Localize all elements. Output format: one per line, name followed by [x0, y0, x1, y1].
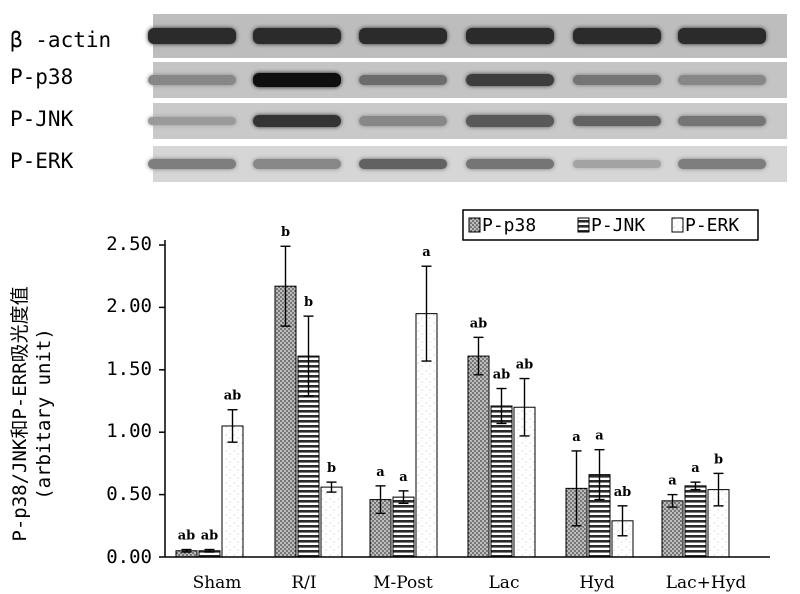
- bar-p-jnk: [490, 405, 513, 558]
- blot-band: [148, 27, 236, 45]
- significance-label: ab: [493, 368, 511, 383]
- x-category-label: Lac+Hyd: [666, 573, 747, 593]
- blot-band: [148, 116, 236, 126]
- blot-label-p-p38: P-p38: [10, 65, 74, 89]
- significance-label: a: [376, 465, 385, 480]
- blot-strip-p-jnk: [148, 103, 787, 139]
- significance-label: ab: [516, 358, 534, 373]
- significance-label: a: [595, 429, 604, 444]
- y-tick-label: 2.50: [106, 233, 152, 255]
- bar-p-erk: [221, 425, 244, 558]
- y-tick-label: 0.50: [106, 483, 152, 505]
- blot-band: [678, 27, 766, 45]
- significance-label: a: [691, 461, 700, 476]
- blot-band: [148, 75, 236, 85]
- y-axis-title: P-p38/JNK和P-ERR吸光度值: [9, 286, 31, 541]
- blot-band: [466, 27, 554, 45]
- bar-p-p38: [661, 500, 684, 558]
- legend-label-p-jnk: P-JNK: [591, 215, 645, 236]
- blot-band: [359, 158, 447, 170]
- blot-band: [253, 159, 341, 169]
- blot-band: [253, 27, 341, 45]
- bar-p-p38: [467, 355, 490, 558]
- significance-label: b: [304, 295, 313, 310]
- significance-label: a: [668, 474, 677, 489]
- bar-p-jnk: [392, 496, 415, 558]
- blot-band: [253, 114, 341, 128]
- axes-layer: [159, 240, 770, 558]
- y-tick-label: 2.00: [106, 295, 152, 317]
- significance-label: b: [327, 461, 336, 476]
- y-tick-label: 1.50: [106, 358, 152, 380]
- x-category-label: Sham: [193, 573, 242, 593]
- legend-swatch-p-erk: [671, 217, 684, 233]
- blot-band: [573, 115, 661, 127]
- blot-band: [573, 27, 661, 45]
- blot-band: [573, 74, 661, 85]
- blot-label-beta-actin: β -actin: [10, 28, 112, 52]
- y-axis-subtitle: (arbitary unit): [33, 328, 55, 500]
- blot-strip-beta-actin: [148, 14, 787, 58]
- blot-label-p-jnk: P-JNK: [10, 107, 74, 131]
- significance-label: ab: [224, 389, 242, 404]
- legend-label-p-erk: P-ERK: [685, 215, 739, 236]
- significance-label: ab: [178, 529, 196, 544]
- legend-swatch-p-jnk: [577, 217, 590, 233]
- significance-label: ab: [470, 316, 488, 331]
- significance-label: a: [572, 430, 581, 445]
- x-category-label: R/I: [291, 573, 316, 593]
- significance-label: a: [422, 245, 431, 260]
- blot-band: [678, 75, 766, 85]
- blot-band: [678, 115, 766, 126]
- legend: P-p38 P-JNK P-ERK: [462, 209, 759, 241]
- significance-label: ab: [201, 529, 219, 544]
- blot-band: [253, 72, 341, 88]
- western-blot-panel: β -actin P-p38 P-JNK P-ERK: [0, 0, 800, 200]
- blot-label-p-erk: P-ERK: [10, 149, 74, 173]
- blot-strip-p-p38: [148, 62, 787, 98]
- x-category-label: Lac: [489, 573, 520, 593]
- blot-band: [148, 159, 236, 169]
- bar-chart: P-p38/JNK和P-ERR吸光度值 (arbitary unit) 0.00…: [9, 209, 770, 593]
- bar-p-jnk: [684, 485, 707, 558]
- legend-box: [462, 209, 759, 241]
- y-tick-label: 0.00: [106, 546, 152, 568]
- blot-band: [466, 73, 554, 87]
- significance-label: ab: [614, 485, 632, 500]
- blot-strip-p-erk: [148, 146, 787, 182]
- y-tick-label: 1.00: [106, 420, 152, 442]
- x-category-label: M-Post: [373, 573, 433, 593]
- legend-swatch-p-p38: [468, 217, 481, 233]
- significance-label: b: [281, 225, 290, 240]
- legend-label-p-p38: P-p38: [482, 215, 536, 236]
- x-category-label: Hyd: [579, 573, 614, 593]
- blot-band: [359, 74, 447, 86]
- bar-p-erk: [320, 486, 343, 558]
- blot-band: [359, 116, 447, 126]
- significance-label: a: [399, 470, 408, 485]
- significance-label: b: [714, 452, 723, 467]
- blot-band: [359, 27, 447, 45]
- blot-band: [573, 159, 661, 169]
- blot-band: [466, 158, 554, 169]
- blot-band: [678, 159, 766, 169]
- blot-band: [466, 115, 554, 127]
